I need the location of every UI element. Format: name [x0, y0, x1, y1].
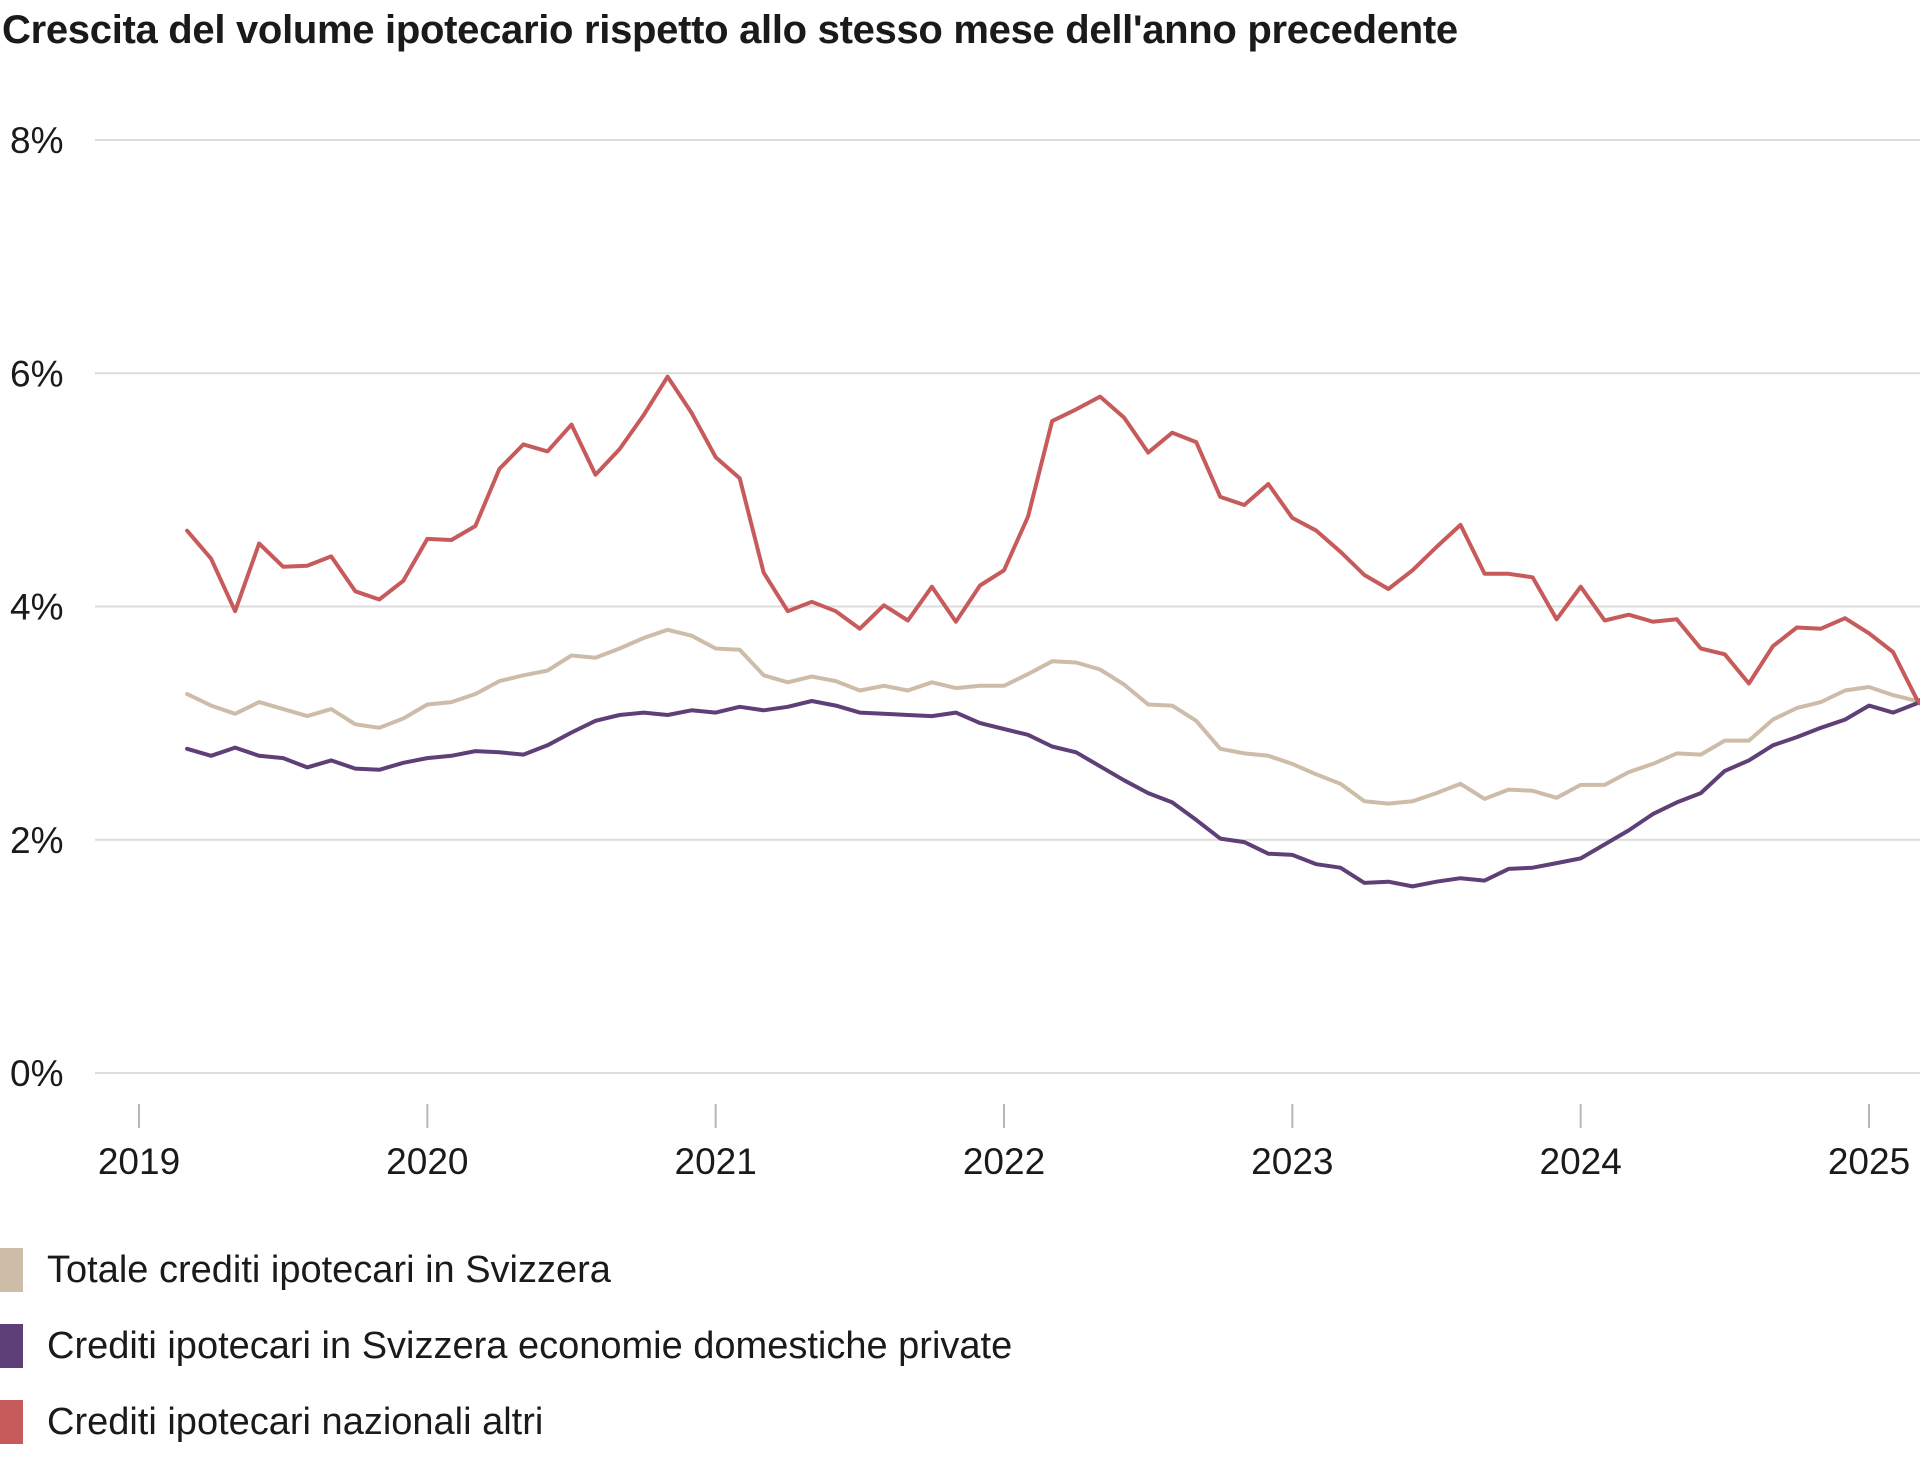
- series-line-0: [185, 627, 1920, 806]
- y-tick-label: 8%: [10, 120, 63, 161]
- y-tick-label: 2%: [10, 820, 63, 861]
- x-tick-label: 2019: [98, 1141, 180, 1182]
- y-tick-label: 6%: [10, 353, 63, 394]
- legend-swatch: [0, 1248, 23, 1292]
- legend-item-altri: Crediti ipotecari nazionali altri: [0, 1384, 1012, 1460]
- x-tick-label: 2022: [963, 1141, 1045, 1182]
- x-axis: 2019 2020 2021 2022 2023 2024 2025: [98, 1104, 1910, 1182]
- x-tick-label: 2025: [1828, 1141, 1910, 1182]
- y-axis: 0% 2% 4% 6% 8%: [10, 120, 63, 1094]
- series-line-1: [185, 697, 1920, 889]
- legend-swatch: [0, 1400, 23, 1444]
- legend: Totale crediti ipotecari in Svizzera Cre…: [0, 1232, 1012, 1460]
- x-tick-label: 2023: [1251, 1141, 1333, 1182]
- line-chart: 0% 2% 4% 6% 8% 2019 2020 2021 2022 2023 2024 2025: [10, 120, 1920, 1182]
- y-tick-label: 0%: [10, 1053, 63, 1094]
- y-tick-label: 4%: [10, 587, 63, 628]
- legend-label: Crediti ipotecari nazionali altri: [47, 1400, 544, 1443]
- legend-label: Crediti ipotecari in Svizzera economie d…: [47, 1324, 1013, 1367]
- legend-item-economie-domestiche: Crediti ipotecari in Svizzera economie d…: [0, 1308, 1012, 1384]
- series-lines: [185, 374, 1920, 889]
- legend-label: Totale crediti ipotecari in Svizzera: [47, 1248, 611, 1291]
- chart-title: Crescita del volume ipotecario rispetto …: [2, 8, 1458, 52]
- x-tick-label: 2024: [1540, 1141, 1622, 1182]
- series-line-2: [185, 374, 1920, 707]
- x-tick-label: 2021: [675, 1141, 757, 1182]
- legend-swatch: [0, 1324, 23, 1368]
- grid-lines: [95, 139, 1920, 1074]
- legend-item-totale: Totale crediti ipotecari in Svizzera: [0, 1232, 1012, 1308]
- x-tick-label: 2020: [386, 1141, 468, 1182]
